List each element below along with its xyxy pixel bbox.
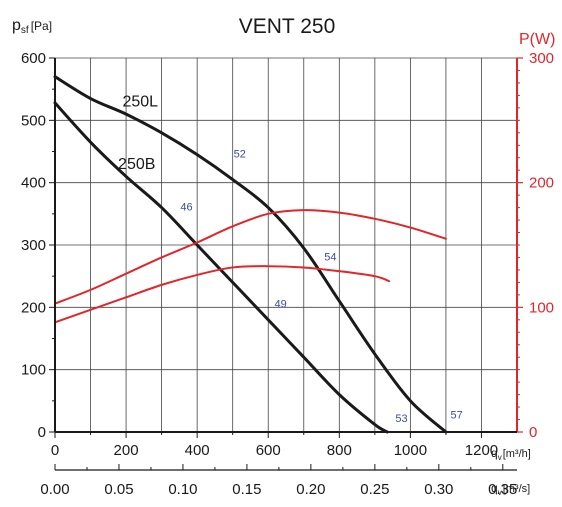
x-secondary-tick-label: 0.15: [232, 481, 261, 498]
x-axis-primary-ticks: 0 200 400 600 800 1000 1200: [51, 432, 498, 459]
x-secondary-tick-label: 0.20: [296, 481, 325, 498]
x-primary-tick-label: 200: [114, 442, 139, 459]
noise-level-label: 46: [180, 202, 192, 214]
y-axis-right-label: P(W): [519, 31, 555, 48]
pressure-curve-250b: [53, 101, 389, 434]
x-axis-secondary-label: qv[m³/s]: [491, 481, 530, 497]
y-left-tick-label: 200: [21, 299, 46, 316]
pressure-curve-250l: [53, 75, 448, 434]
x-axis-primary-label: qv[m³/h]: [491, 446, 531, 462]
x-axis-secondary-ticks: 0.00 0.05 0.10 0.15 0.20 0.25 0.30 0.35: [40, 464, 517, 498]
x-primary-tick-label: 1000: [394, 442, 427, 459]
y-left-tick-label: 600: [21, 50, 46, 67]
x-secondary-tick-label: 0.30: [424, 481, 453, 498]
x-secondary-tick-label: 0.10: [168, 481, 197, 498]
y-right-tick-label: 300: [529, 50, 554, 67]
y-axis-right-ticks: 0 100 200 300: [517, 50, 554, 441]
y-right-tick-label: 100: [529, 299, 554, 316]
x-secondary-tick-label: 0.00: [40, 481, 69, 498]
curve-annotations: 250L 250B 52 46 54 49 53 57: [118, 94, 463, 425]
noise-level-label: 57: [450, 409, 462, 421]
x-primary-tick-label: 400: [185, 442, 210, 459]
x-secondary-tick-label: 0.35: [488, 481, 517, 498]
y-right-tick-label: 0: [529, 424, 537, 441]
y-left-tick-label: 400: [21, 175, 46, 192]
noise-level-label: 53: [395, 413, 407, 425]
axis-lines: [54, 58, 518, 433]
y-left-tick-label: 0: [38, 424, 46, 441]
series-lines: [53, 75, 448, 434]
x-primary-tick-label: 1200: [465, 442, 498, 459]
power-curve-3: [54, 265, 391, 324]
noise-level-label: 54: [324, 252, 336, 264]
y-left-tick-label: 300: [21, 237, 46, 254]
x-secondary-tick-label: 0.05: [104, 481, 133, 498]
y-right-tick-label: 200: [529, 175, 554, 192]
y-axis-left-label: psf [Pa]: [12, 17, 52, 36]
chart-title: VENT 250: [239, 15, 336, 38]
curve-name-label: 250B: [118, 156, 155, 173]
y-axis-left-ticks: 0 100 200 300 400 500 600: [21, 50, 55, 441]
noise-level-label: 52: [234, 149, 246, 161]
y-left-tick-label: 100: [21, 362, 46, 379]
x-primary-tick-label: 0: [51, 442, 59, 459]
x-primary-tick-label: 600: [256, 442, 281, 459]
y-left-tick-label: 500: [21, 112, 46, 129]
noise-level-label: 49: [275, 298, 287, 310]
grid-lines: [55, 57, 517, 432]
power-curve-2: [54, 209, 447, 305]
curve-name-label: 250L: [122, 94, 158, 111]
x-secondary-tick-label: 0.25: [360, 481, 389, 498]
x-primary-tick-label: 800: [327, 442, 352, 459]
